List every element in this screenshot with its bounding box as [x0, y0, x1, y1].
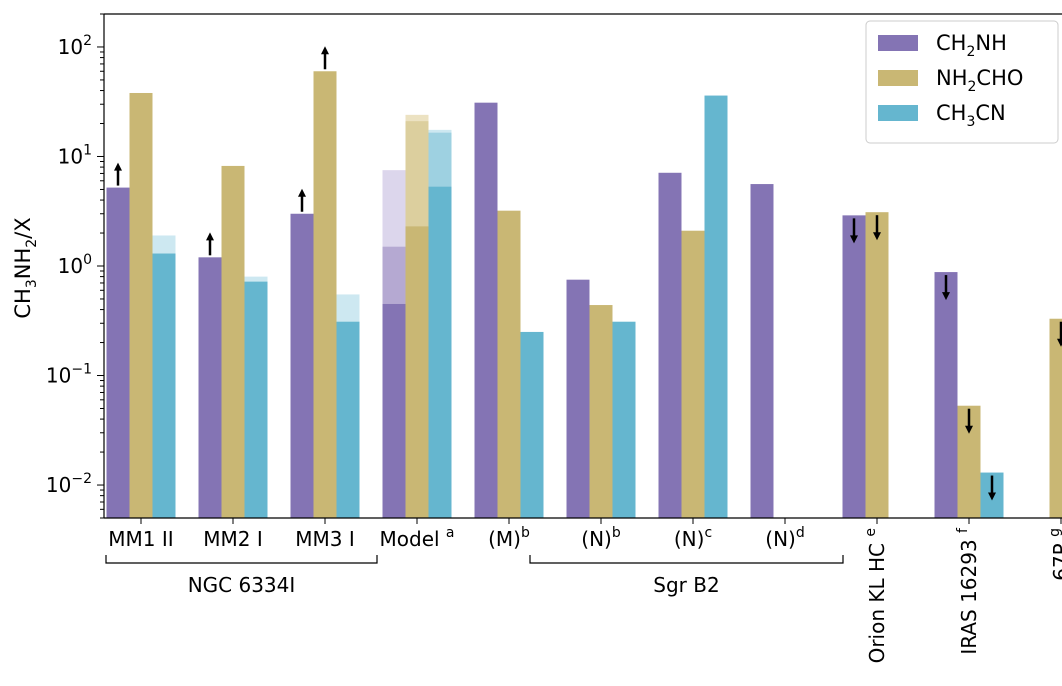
bar-NH2CHO-2	[313, 71, 337, 519]
x-tick-label: (M)b	[488, 525, 530, 551]
x-tick-label: Model a	[380, 525, 455, 551]
legend-label-NH2CHO: NH2CHO	[936, 66, 1023, 95]
bar-CH2NH-7	[750, 184, 774, 518]
x-tick-label: MM3 I	[295, 527, 355, 551]
limit-arrow-upper-CH3CN-9	[988, 475, 996, 501]
y-tick-label: 102	[58, 33, 92, 59]
group-bracket-0: NGC 6334I	[105, 555, 378, 597]
bar-NH2CHO-5	[589, 305, 613, 518]
bar-CH3CN-1	[244, 281, 268, 518]
x-tick-label: MM1 II	[108, 527, 173, 551]
group-label: Sgr B2	[653, 573, 719, 597]
bar-CH3CN-6	[704, 95, 728, 519]
limit-arrow-upper-NH2CHO-8	[873, 215, 881, 241]
bar-CH2NH-4	[474, 102, 498, 518]
bar-CH2NH-1	[198, 257, 222, 518]
limit-arrow-upper-CH2NH-8	[850, 218, 858, 244]
bar-NH2CHO-6	[681, 230, 705, 518]
bar-CH3CN-5	[612, 321, 636, 518]
group-brackets: NGC 6334I Sgr B2	[105, 555, 844, 597]
limit-arrow-upper-NH2CHO-10	[1057, 321, 1062, 347]
limit-arrow-lower-CH2NH-1	[206, 232, 214, 256]
bars-layer	[106, 71, 1062, 519]
limit-arrow-upper-CH2NH-9	[942, 275, 950, 301]
limit-arrow-upper-NH2CHO-9	[965, 408, 973, 434]
limit-arrows-layer	[114, 46, 1062, 501]
y-tick-label: 10−1	[46, 362, 92, 388]
bar-CH2NH-3	[382, 303, 406, 518]
legend-swatch-CH3CN	[878, 105, 918, 121]
group-label: NGC 6334I	[188, 573, 296, 597]
bar-CH2NH-5	[566, 279, 590, 518]
y-tick-label: 101	[58, 142, 92, 168]
x-tick-labels: MM1 II MM2 I MM3 I Model a (M)b (N)b (N)c (N)d O…	[108, 525, 1062, 663]
legend-label-CH2NH: CH2NH	[936, 31, 1007, 60]
bar-CH2NH-0	[106, 187, 130, 518]
bar-NH2CHO-10	[1049, 318, 1062, 518]
x-tick-label: IRAS 16293 f	[955, 527, 981, 655]
x-tick-label: (N)c	[674, 525, 712, 551]
bar-CH2NH-9	[934, 272, 958, 518]
bar-NH2CHO-4	[497, 210, 521, 518]
axes-layer: 10−2 10−1 100 101 102 CH3NH2/X	[11, 13, 1062, 524]
y-tick-label: 10−2	[46, 471, 92, 497]
limit-arrow-lower-CH2NH-0	[114, 162, 122, 186]
x-tick-label: (N)b	[581, 525, 621, 551]
bar-NH2CHO-9	[957, 405, 981, 518]
bar-NH2CHO-0	[129, 92, 153, 518]
bar-NH2CHO-3	[405, 226, 429, 518]
legend-swatch-CH2NH	[878, 35, 918, 51]
bar-CH2NH-8	[842, 215, 866, 519]
bar-NH2CHO-8	[865, 212, 889, 519]
x-tick-label: 67P g	[1047, 528, 1062, 581]
limit-arrow-lower-NH2CHO-2	[321, 46, 329, 70]
group-bracket-1: Sgr B2	[529, 555, 844, 597]
bar-CH2NH-2	[290, 213, 314, 519]
bar-CH2NH-6	[658, 172, 682, 518]
bar-CH3CN-4	[520, 331, 544, 518]
x-tick-label: (N)d	[765, 525, 804, 551]
limit-arrow-lower-CH2NH-2	[298, 188, 306, 212]
x-tick-label: Orion KL HC e	[863, 528, 889, 663]
bar-CH3CN-2	[336, 321, 360, 518]
bar-CH3CN-3	[428, 186, 452, 518]
y-axis-label: CH3NH2/X	[11, 217, 40, 318]
bar-CH3CN-0	[152, 253, 176, 518]
x-tick-label: MM2 I	[203, 527, 263, 551]
legend: CH2NH NH2CHO CH3CN	[865, 20, 1059, 144]
legend-swatch-NH2CHO	[878, 70, 918, 86]
bar-NH2CHO-1	[221, 165, 245, 518]
legend-label-CH3CN: CH3CN	[936, 101, 1006, 130]
y-tick-label: 100	[58, 252, 92, 278]
